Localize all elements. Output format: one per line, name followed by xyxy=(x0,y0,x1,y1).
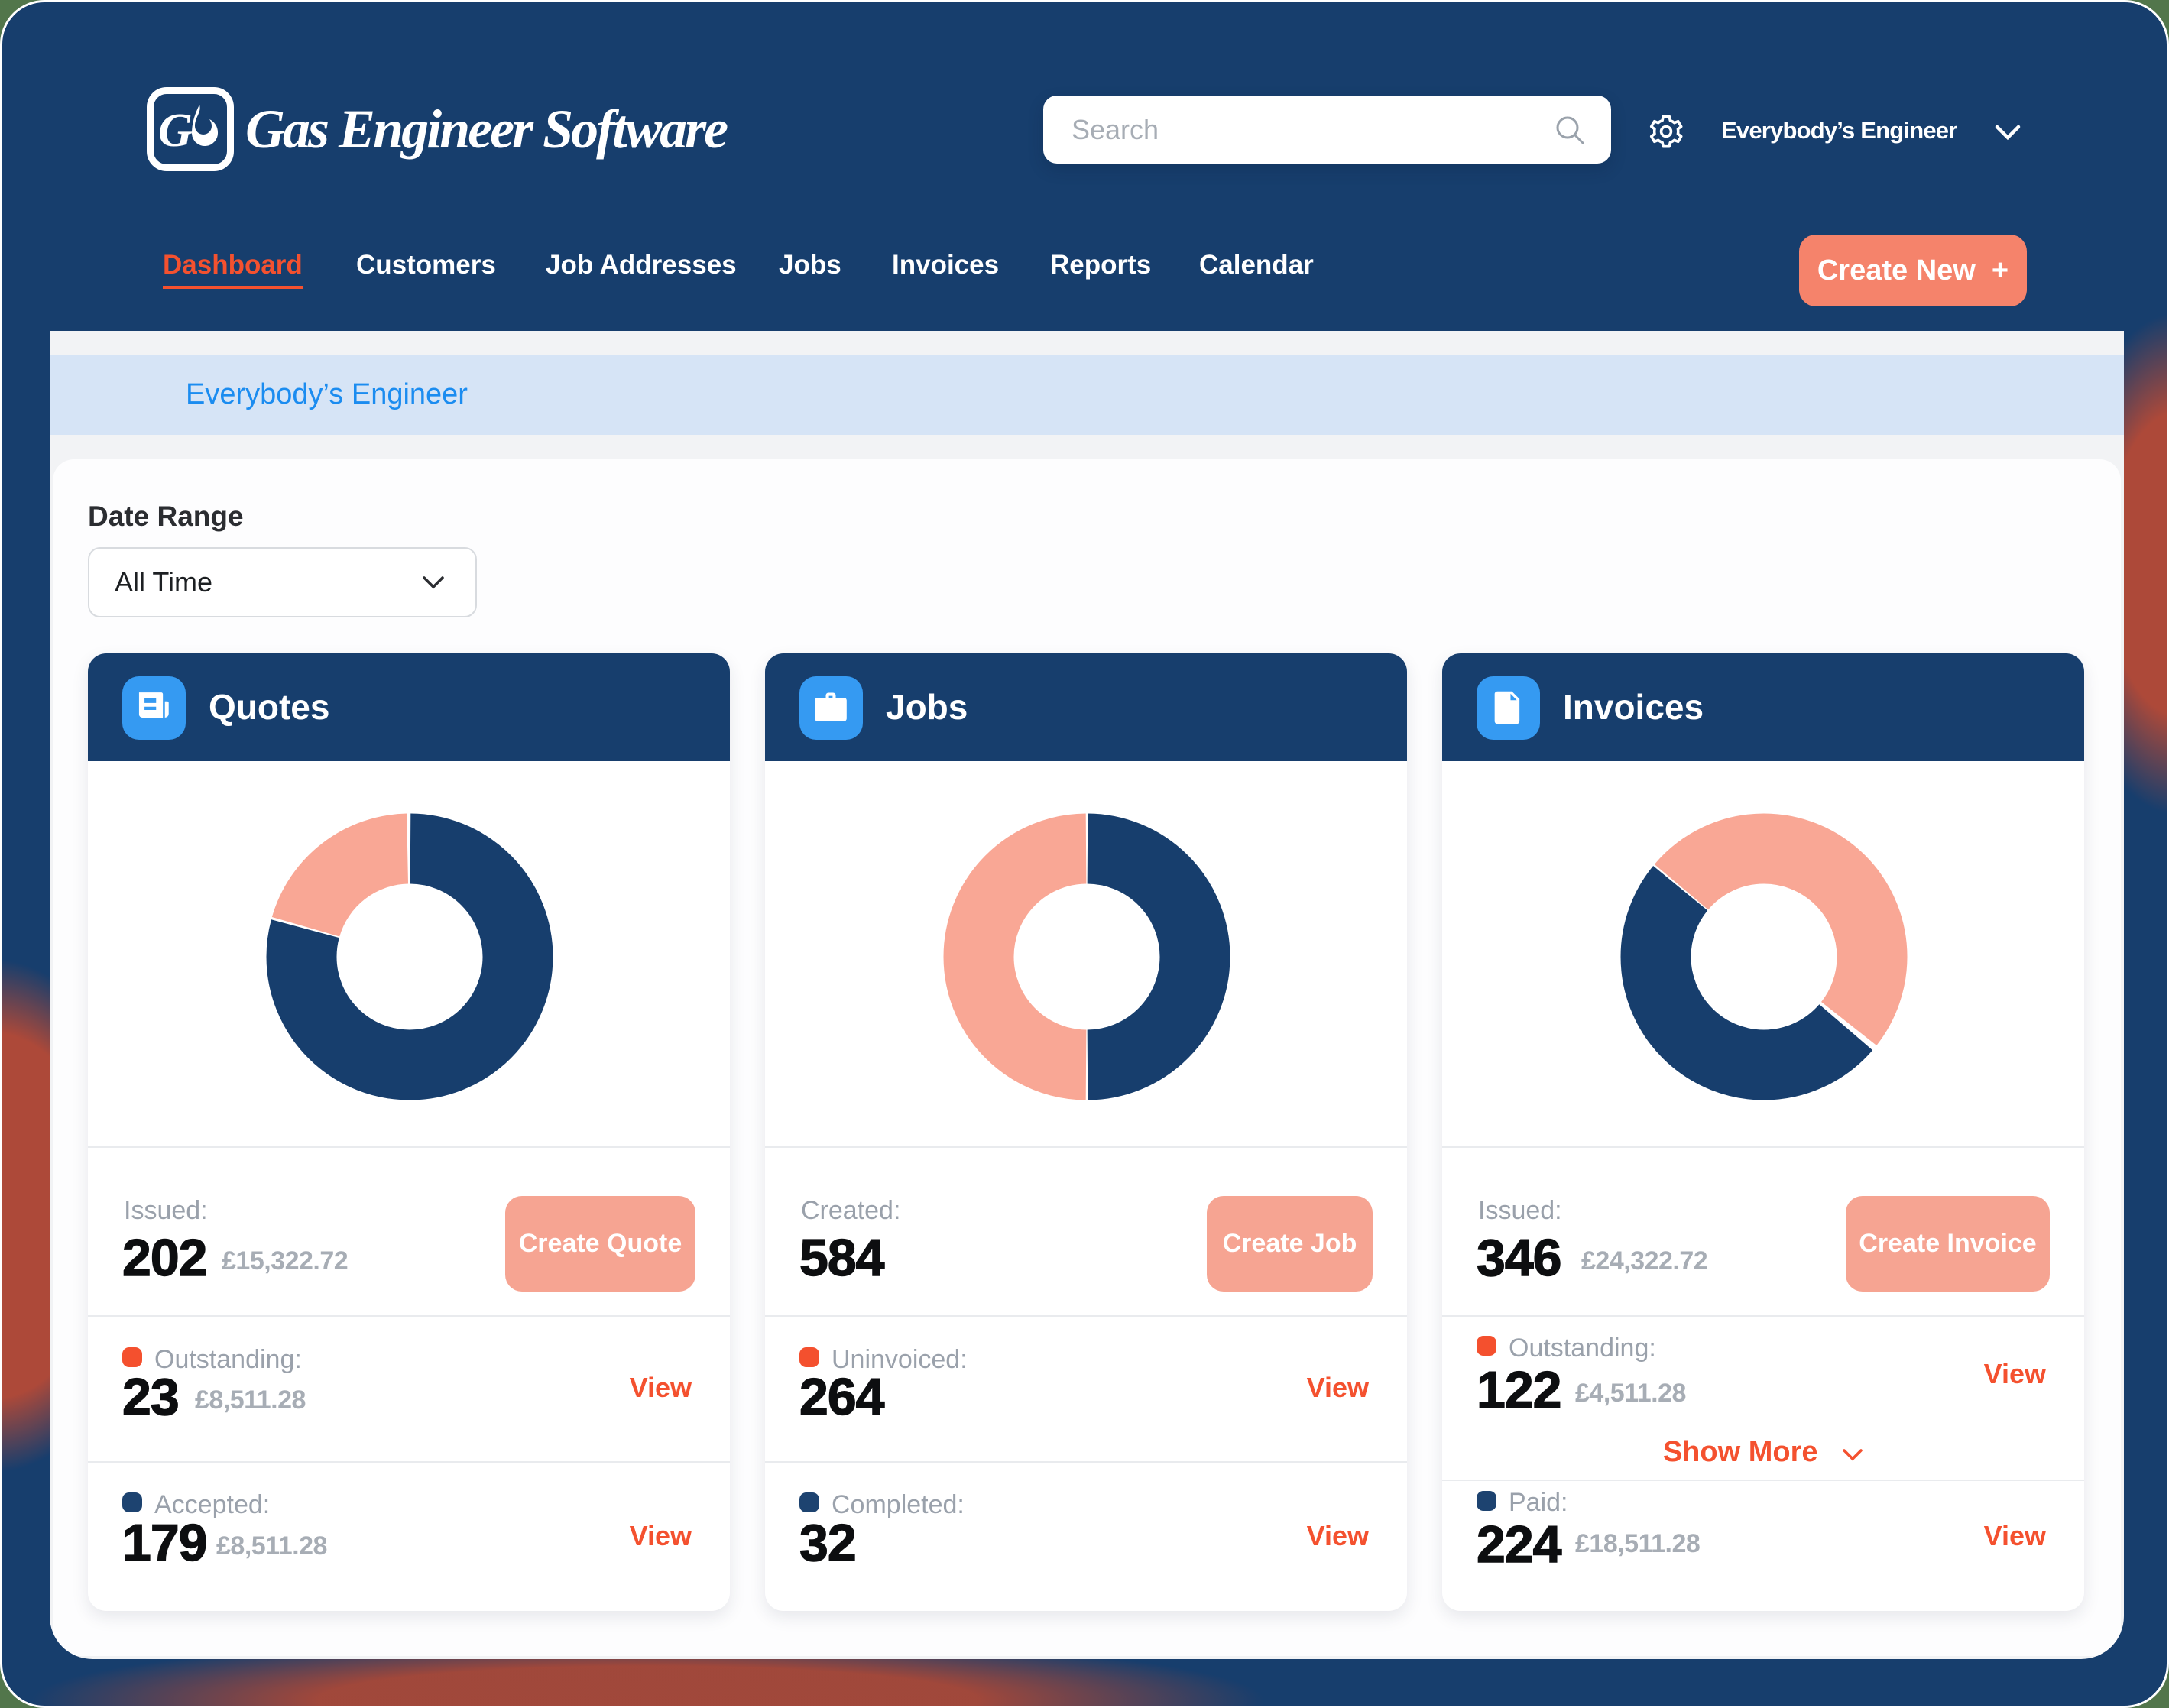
svg-text:G: G xyxy=(158,105,193,157)
